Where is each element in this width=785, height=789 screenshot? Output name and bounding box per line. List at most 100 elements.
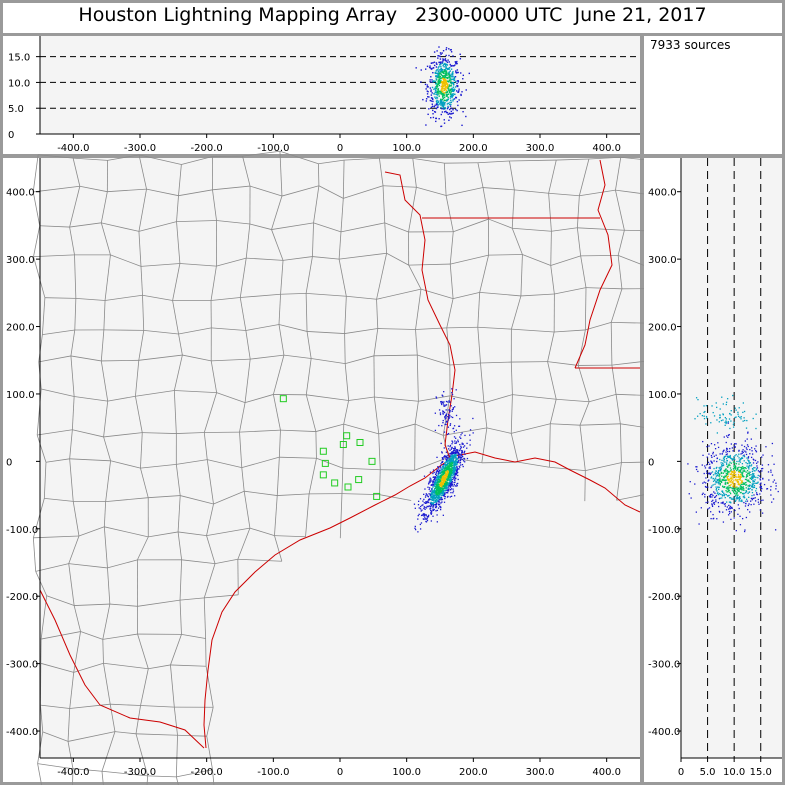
lightning-source-point — [460, 446, 461, 447]
lightning-source-point — [719, 474, 720, 475]
lightning-source-point — [433, 479, 434, 480]
lightning-source-point — [751, 489, 752, 490]
lightning-source-point — [452, 93, 453, 94]
lightning-source-point — [426, 100, 427, 101]
lightning-source-point — [459, 450, 460, 451]
x-tick-label: 300.0 — [526, 143, 555, 154]
lightning-source-point — [718, 467, 719, 468]
lightning-source-point — [439, 77, 440, 78]
lightning-source-point — [770, 470, 771, 471]
lightning-source-point — [730, 519, 731, 520]
x-tick-label: -300.0 — [124, 143, 156, 154]
lightning-source-point — [703, 405, 704, 406]
lightning-source-point — [433, 501, 434, 502]
lightning-source-point — [451, 405, 452, 406]
lightning-source-point — [746, 474, 747, 475]
lightning-source-point — [440, 506, 441, 507]
map-y-tick-label: -400.0 — [6, 727, 38, 738]
lightning-source-point — [751, 438, 752, 439]
lightning-source-point — [414, 528, 415, 529]
lightning-source-point — [730, 420, 731, 421]
lightning-source-point — [451, 449, 452, 450]
lightning-source-point — [714, 497, 715, 498]
lightning-source-point — [756, 494, 757, 495]
lightning-source-point — [442, 410, 443, 411]
lightning-source-point — [451, 443, 452, 444]
lightning-source-point — [713, 452, 714, 453]
lightning-source-point — [734, 517, 735, 518]
lightning-source-point — [712, 504, 713, 505]
lightning-source-point — [443, 79, 444, 80]
lightning-source-point — [434, 491, 435, 492]
lightning-source-point — [457, 85, 458, 86]
lightning-source-point — [740, 459, 741, 460]
lightning-source-point — [452, 455, 453, 456]
lightning-source-point — [431, 510, 432, 511]
lightning-source-point — [725, 417, 726, 418]
lightning-source-point — [420, 508, 421, 509]
lightning-source-point — [716, 481, 717, 482]
lightning-source-point — [435, 94, 436, 95]
lightning-source-point — [716, 489, 717, 490]
lightning-source-point — [728, 421, 729, 422]
lightning-source-point — [703, 412, 704, 413]
lightning-source-point — [440, 81, 441, 82]
lightning-source-point — [424, 515, 425, 516]
lightning-source-point — [733, 424, 734, 425]
lightning-source-point — [755, 500, 756, 501]
lightning-source-point — [454, 467, 455, 468]
lightning-source-point — [438, 55, 439, 56]
lightning-source-point — [450, 484, 451, 485]
lightning-source-point — [720, 467, 721, 468]
lightning-source-point — [775, 488, 776, 489]
lightning-source-point — [437, 94, 438, 95]
lightning-source-point — [443, 75, 444, 76]
lightning-source-point — [721, 473, 722, 474]
lightning-source-point — [722, 512, 723, 513]
lightning-source-point — [450, 492, 451, 493]
lightning-source-point — [444, 70, 445, 71]
lightning-source-point — [443, 404, 444, 405]
lightning-source-point — [757, 461, 758, 462]
lightning-source-point — [455, 467, 456, 468]
lightning-source-point — [437, 471, 438, 472]
lightning-source-point — [451, 102, 452, 103]
info-box — [644, 36, 782, 154]
lightning-source-point — [442, 60, 443, 61]
lightning-source-point — [438, 118, 439, 119]
lightning-source-point — [430, 480, 431, 481]
lightning-source-point — [746, 449, 747, 450]
lightning-source-point — [440, 491, 441, 492]
lightning-source-point — [436, 514, 437, 515]
lightning-source-point — [453, 476, 454, 477]
lightning-source-point — [711, 472, 712, 473]
lightning-source-point — [721, 497, 722, 498]
lightning-source-point — [724, 462, 725, 463]
lightning-source-point — [453, 95, 454, 96]
lightning-source-point — [451, 473, 452, 474]
lightning-source-point — [441, 70, 442, 71]
lightning-source-point — [449, 401, 450, 402]
lightning-source-point — [737, 481, 738, 482]
lightning-source-point — [731, 463, 732, 464]
lightning-source-point — [689, 493, 690, 494]
lightning-source-point — [762, 500, 763, 501]
lightning-source-point — [713, 481, 714, 482]
lightning-source-point — [722, 495, 723, 496]
lightning-source-point — [464, 461, 465, 462]
lightning-source-point — [434, 111, 435, 112]
lightning-source-point — [729, 507, 730, 508]
lightning-source-point — [444, 483, 445, 484]
lightning-source-point — [716, 488, 717, 489]
lightning-source-point — [702, 482, 703, 483]
lightning-source-point — [435, 481, 436, 482]
lightning-source-point — [719, 487, 720, 488]
lightning-source-point — [726, 462, 727, 463]
lightning-source-point — [708, 472, 709, 473]
lightning-source-point — [733, 472, 734, 473]
lightning-source-point — [447, 108, 448, 109]
lightning-source-point — [753, 418, 754, 419]
lightning-source-point — [451, 459, 452, 460]
lightning-source-point — [441, 100, 442, 101]
lightning-source-point — [446, 462, 447, 463]
